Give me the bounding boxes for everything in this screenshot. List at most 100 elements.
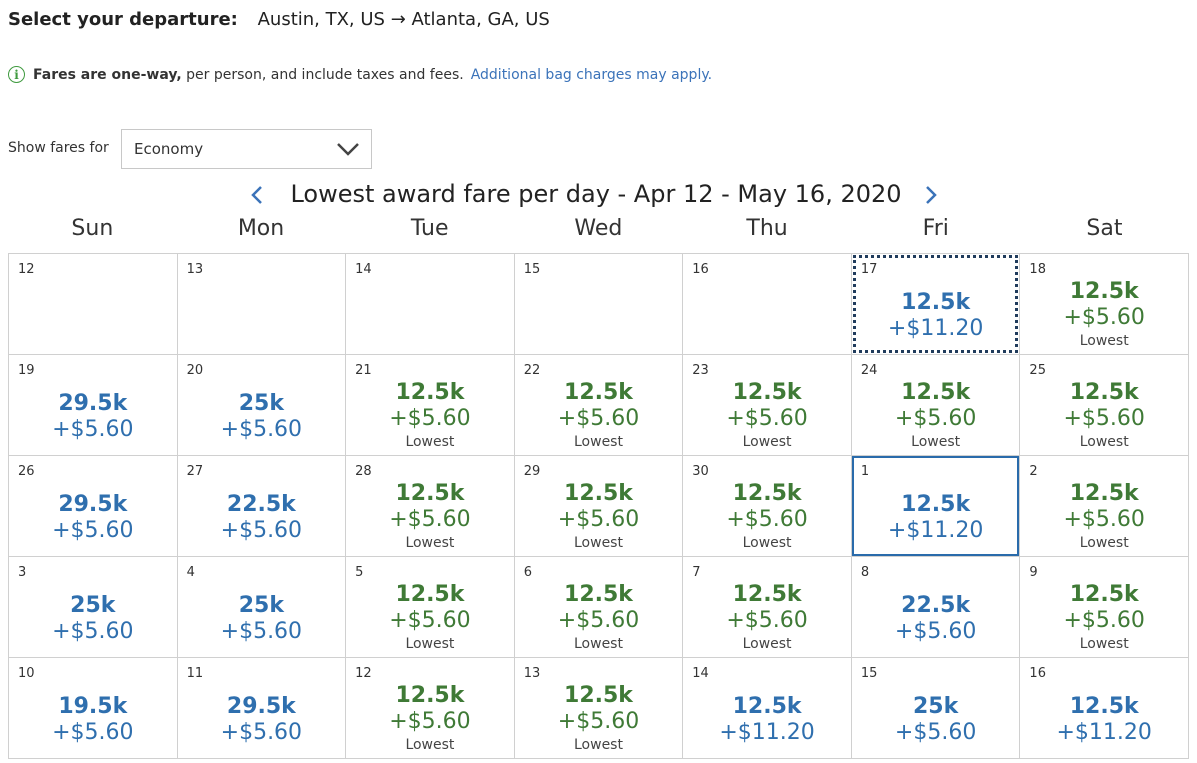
- fare-info: 25k +$5.60: [9, 593, 177, 645]
- fare-miles: 12.5k: [395, 380, 465, 405]
- fare-info: 22.5k +$5.60: [178, 492, 346, 544]
- fare-info: 12.5k +$11.20: [1020, 694, 1188, 746]
- route-text: Austin, TX, US → Atlanta, GA, US: [257, 9, 550, 30]
- calendar-day-cell[interactable]: 14 12.5k +$11.20: [683, 658, 852, 759]
- fare-info: 12.5k +$5.60 Lowest: [683, 380, 851, 452]
- calendar-day-cell[interactable]: 24 12.5k +$5.60 Lowest: [851, 355, 1021, 456]
- lowest-badge: Lowest: [405, 535, 455, 551]
- fare-info: 12.5k +$5.60 Lowest: [346, 481, 514, 553]
- fare-tax: +$11.20: [1056, 720, 1152, 745]
- calendar-day-cell[interactable]: 1 12.5k +$11.20: [851, 456, 1021, 557]
- calendar-day-cell[interactable]: 5 12.5k +$5.60 Lowest: [346, 557, 515, 658]
- fare-tax: +$5.60: [389, 507, 471, 532]
- calendar-day-cell[interactable]: 12 12.5k +$5.60 Lowest: [346, 658, 515, 759]
- fare-info: 25k +$5.60: [178, 391, 346, 443]
- fare-miles: 25k: [238, 391, 284, 416]
- fare-miles: 25k: [238, 593, 284, 618]
- fare-miles: 12.5k: [901, 290, 971, 315]
- calendar-day-cell[interactable]: 9 12.5k +$5.60 Lowest: [1020, 557, 1189, 658]
- day-number: 11: [186, 666, 204, 681]
- day-number: 1: [860, 464, 870, 479]
- fare-miles: 12.5k: [564, 380, 633, 405]
- calendar-day-cell[interactable]: 20 25k +$5.60: [177, 355, 347, 456]
- fare-info: 12.5k +$5.60 Lowest: [515, 481, 683, 553]
- lowest-badge: Lowest: [1079, 636, 1129, 652]
- fare-info: 12.5k +$5.60 Lowest: [346, 380, 514, 452]
- calendar-day-cell: 12: [9, 254, 178, 355]
- lowest-badge: Lowest: [1079, 333, 1129, 349]
- calendar-day-cell[interactable]: 2 12.5k +$5.60 Lowest: [1020, 456, 1189, 557]
- day-number: 17: [860, 262, 878, 277]
- calendar-day-cell[interactable]: 19 29.5k +$5.60: [9, 355, 178, 456]
- fare-tax: +$5.60: [220, 720, 303, 745]
- day-number: 12: [355, 666, 372, 681]
- fare-miles: 12.5k: [395, 582, 465, 607]
- calendar-day-cell[interactable]: 26 29.5k +$5.60: [9, 456, 178, 557]
- fare-miles: 12.5k: [1069, 582, 1139, 607]
- calendar-day-cell[interactable]: 17 12.5k +$11.20: [851, 254, 1021, 355]
- calendar-day-cell[interactable]: 11 29.5k +$5.60: [177, 658, 347, 759]
- calendar-day-cell[interactable]: 4 25k +$5.60: [177, 557, 347, 658]
- calendar-day-cell[interactable]: 29 12.5k +$5.60 Lowest: [514, 456, 684, 557]
- fare-miles: 12.5k: [732, 694, 802, 719]
- notice-bold-text: Fares are one-way,: [33, 66, 182, 83]
- prev-range-button[interactable]: [248, 184, 266, 206]
- calendar-day-cell[interactable]: 15 25k +$5.60: [851, 658, 1021, 759]
- calendar-day-cell[interactable]: 27 22.5k +$5.60: [177, 456, 347, 557]
- calendar-day-cell[interactable]: 22 12.5k +$5.60 Lowest: [514, 355, 684, 456]
- fare-miles: 12.5k: [564, 683, 633, 708]
- fare-tax: +$5.60: [52, 619, 134, 644]
- calendar-day-cell[interactable]: 18 12.5k +$5.60 Lowest: [1020, 254, 1189, 355]
- calendar-day-cell[interactable]: 7 12.5k +$5.60 Lowest: [683, 557, 852, 658]
- calendar-day-cell[interactable]: 3 25k +$5.60: [9, 557, 178, 658]
- calendar-day-cell[interactable]: 8 22.5k +$5.60: [851, 557, 1021, 658]
- lowest-badge: Lowest: [1079, 535, 1129, 551]
- fare-miles: 12.5k: [1069, 279, 1139, 304]
- calendar-day-cell[interactable]: 28 12.5k +$5.60 Lowest: [346, 456, 515, 557]
- calendar-day-cell[interactable]: 10 19.5k +$5.60: [9, 658, 178, 759]
- fare-miles: 25k: [70, 593, 116, 618]
- fare-info: 25k +$5.60: [852, 694, 1020, 746]
- calendar-day-cell: 13: [177, 254, 347, 355]
- fare-tax: +$5.60: [1063, 305, 1145, 330]
- fare-miles: 29.5k: [58, 391, 128, 416]
- fare-miles: 22.5k: [226, 492, 296, 517]
- weekday-sat: Sat: [1086, 216, 1123, 241]
- calendar-day-cell[interactable]: 6 12.5k +$5.60 Lowest: [514, 557, 684, 658]
- fare-miles: 12.5k: [732, 380, 802, 405]
- fare-miles: 29.5k: [226, 694, 296, 719]
- fare-miles: 12.5k: [732, 582, 802, 607]
- fare-miles: 12.5k: [1069, 694, 1139, 719]
- fare-tax: +$5.60: [52, 518, 134, 543]
- next-range-button[interactable]: [922, 184, 940, 206]
- day-number: 15: [860, 666, 878, 681]
- calendar-day-cell[interactable]: 30 12.5k +$5.60 Lowest: [683, 456, 852, 557]
- fare-info: 12.5k +$5.60 Lowest: [1020, 481, 1188, 553]
- fare-miles: 12.5k: [1069, 380, 1139, 405]
- fare-miles: 12.5k: [1069, 481, 1139, 506]
- fare-miles: 25k: [913, 694, 959, 719]
- calendar-day-cell[interactable]: 23 12.5k +$5.60 Lowest: [683, 355, 852, 456]
- fare-tax: +$11.20: [887, 316, 984, 341]
- fare-info: 12.5k +$5.60 Lowest: [1020, 380, 1188, 452]
- fare-tax: +$5.60: [220, 417, 303, 442]
- lowest-badge: Lowest: [574, 737, 623, 753]
- fare-info: 12.5k +$5.60 Lowest: [683, 481, 851, 553]
- day-number: 2: [1029, 464, 1038, 479]
- fare-tax: +$5.60: [389, 406, 471, 431]
- calendar-day-cell[interactable]: 21 12.5k +$5.60 Lowest: [346, 355, 515, 456]
- fare-info: 25k +$5.60: [178, 593, 346, 645]
- calendar-title: Lowest award fare per day - Apr 12 - May…: [290, 180, 902, 208]
- calendar-day-cell[interactable]: 16 12.5k +$11.20: [1020, 658, 1189, 759]
- fare-tax: +$5.60: [1063, 608, 1145, 633]
- cabin-select[interactable]: Economy: [121, 129, 372, 169]
- day-number: 16: [1029, 666, 1046, 681]
- bag-charges-link[interactable]: Additional bag charges may apply.: [470, 66, 713, 83]
- fare-tax: +$5.60: [389, 608, 471, 633]
- page-title: Select your departure:: [8, 9, 238, 30]
- calendar-day-cell[interactable]: 13 12.5k +$5.60 Lowest: [514, 658, 684, 759]
- calendar-day-cell[interactable]: 25 12.5k +$5.60 Lowest: [1020, 355, 1189, 456]
- weekday-mon: Mon: [237, 216, 285, 241]
- day-number: 20: [186, 363, 204, 378]
- notice-text: per person, and include taxes and fees.: [181, 66, 464, 83]
